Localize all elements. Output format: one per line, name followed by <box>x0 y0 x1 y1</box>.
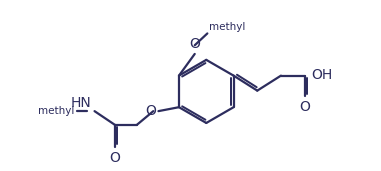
Text: methyl: methyl <box>38 106 75 116</box>
Text: HN: HN <box>70 96 91 110</box>
Text: O: O <box>146 104 157 118</box>
Text: O: O <box>299 100 310 114</box>
Text: O: O <box>189 37 200 51</box>
Text: OH: OH <box>312 68 333 82</box>
Text: O: O <box>110 151 120 165</box>
Text: methyl: methyl <box>209 22 246 32</box>
